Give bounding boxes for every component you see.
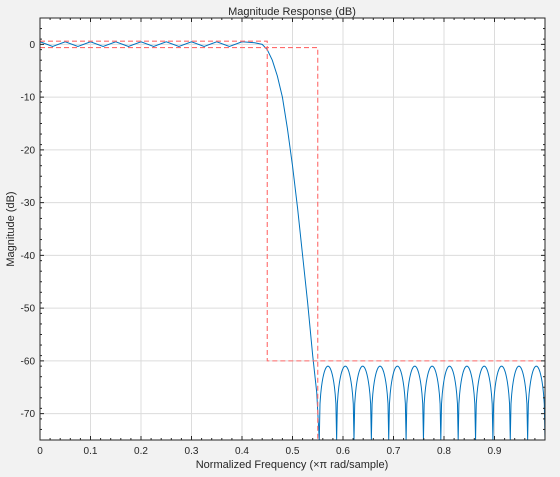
x-tick-label: 0.1 [84, 446, 98, 457]
x-axis-title: Normalized Frequency (×π rad/sample) [196, 459, 389, 471]
y-axis-title: Magnitude (dB) [5, 191, 17, 266]
y-tick-label: -10 [21, 93, 36, 104]
series-group [40, 40, 545, 440]
ticks [39, 17, 546, 441]
y-tick-label: -40 [21, 251, 36, 262]
x-tick-labels: 0 0.1 0.2 0.3 0.4 0.5 0.6 0.7 0.8 0.9 [37, 446, 502, 457]
magnitude-response-line [40, 41, 545, 440]
x-tick-label: 0.4 [235, 446, 249, 457]
y-tick-label: -20 [21, 145, 36, 156]
y-tick-label: -30 [21, 198, 36, 209]
spec-mask-line [40, 46, 319, 440]
x-tick-label: 0.6 [336, 446, 350, 457]
x-tick-label: 0.3 [185, 446, 199, 457]
x-tick-label: 0 [37, 446, 43, 457]
y-tick-label: -70 [21, 409, 36, 420]
y-tick-labels: 0 -10 -20 -30 -40 -50 -60 -70 [21, 40, 36, 420]
y-tick-label: 0 [29, 40, 35, 51]
grid [39, 18, 545, 440]
x-tick-label: 0.9 [488, 446, 502, 457]
x-tick-label: 0.2 [134, 446, 148, 457]
x-tick-label: 0.5 [286, 446, 300, 457]
x-tick-label: 0.7 [387, 446, 401, 457]
x-tick-label: 0.8 [437, 446, 451, 457]
y-tick-label: -60 [21, 356, 36, 367]
y-tick-label: -50 [21, 304, 36, 315]
chart-title: Magnitude Response (dB) [228, 6, 356, 18]
spec-mask-line [40, 40, 545, 362]
